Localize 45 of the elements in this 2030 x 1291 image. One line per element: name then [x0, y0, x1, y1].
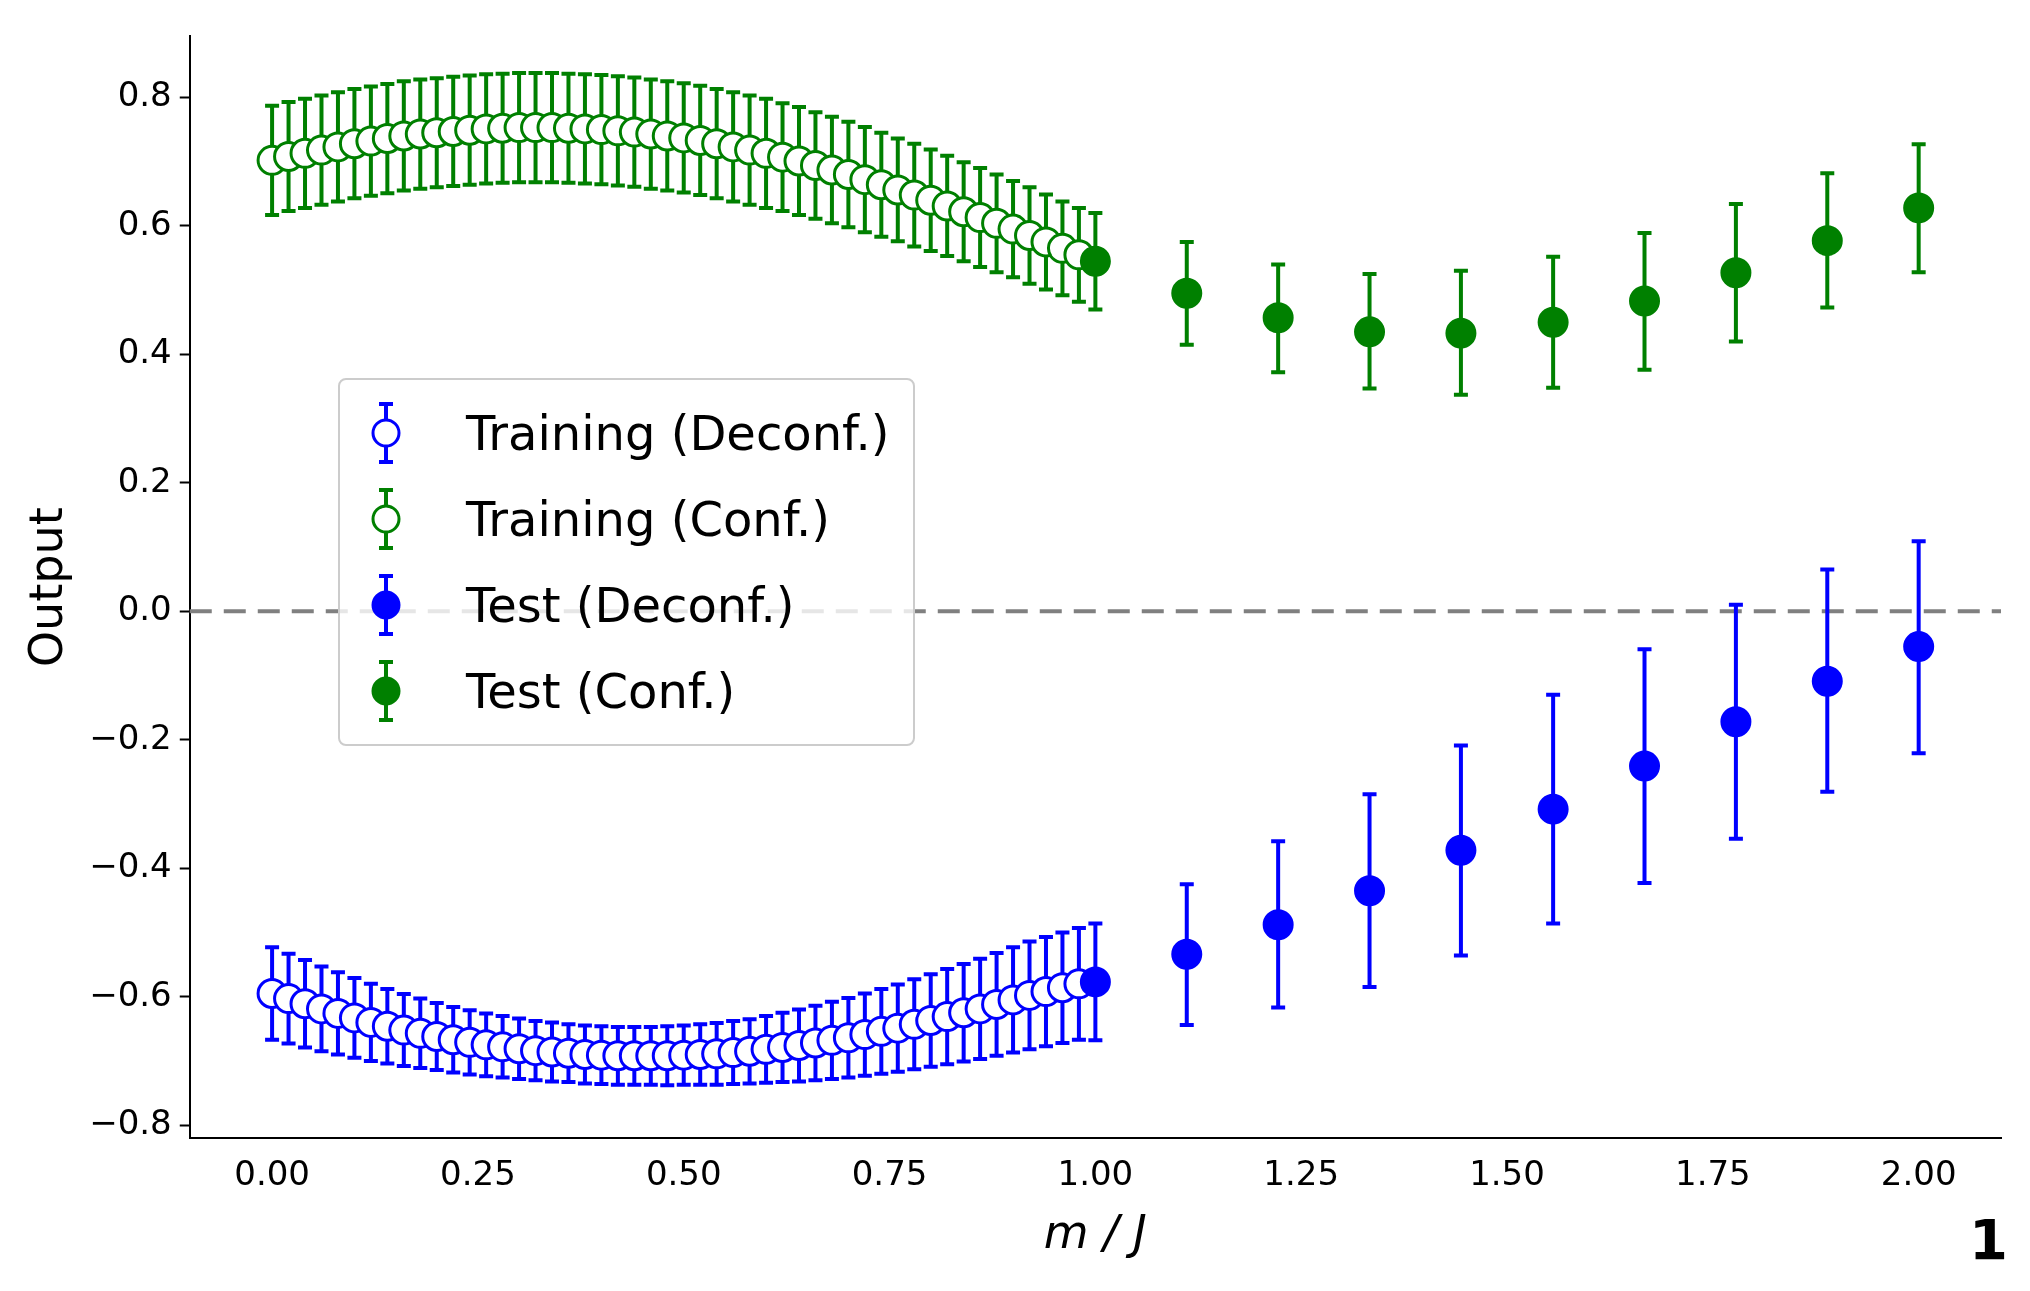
point	[1720, 706, 1752, 738]
point	[1445, 834, 1477, 866]
point	[1079, 245, 1111, 277]
legend-label: Training (Deconf.)	[466, 405, 890, 461]
x-tick-label: 0.25	[440, 1153, 516, 1194]
point	[1903, 631, 1935, 663]
legend-label: Test (Conf.)	[466, 663, 736, 719]
point	[1537, 306, 1569, 338]
point	[1720, 257, 1752, 289]
point	[1079, 966, 1111, 998]
point	[1629, 750, 1661, 782]
y-tick-label: −0.6	[89, 973, 172, 1014]
x-tick-label: 0.50	[645, 1153, 722, 1194]
y-tick-label: 0.6	[117, 202, 172, 243]
point	[1171, 938, 1203, 970]
y-tick-label: 0.2	[117, 459, 172, 500]
point	[1262, 302, 1294, 334]
y-tick-label: 0.0	[117, 588, 172, 629]
point	[1171, 277, 1203, 309]
point	[1445, 317, 1477, 349]
point	[1262, 909, 1294, 941]
y-tick-label: 0.8	[117, 74, 172, 115]
x-tick-label: 1.50	[1469, 1153, 1545, 1194]
point	[1354, 316, 1386, 348]
point	[1903, 192, 1935, 224]
legend-label: Test (Deconf.)	[466, 577, 795, 633]
text: 1	[1969, 1207, 2008, 1272]
x-tick-label: 1.00	[1057, 1153, 1134, 1194]
x-tick-label: 1.25	[1263, 1153, 1340, 1194]
x-tick-label: 1.75	[1675, 1153, 1751, 1194]
x-tick-label: 0.75	[851, 1153, 928, 1194]
point	[1629, 285, 1661, 317]
point	[1537, 793, 1569, 825]
x-tick-label: 0.00	[234, 1153, 310, 1194]
y-tick-label: −0.8	[89, 1101, 172, 1142]
y-tick-label: 0.4	[117, 331, 172, 372]
y-tick-label: −0.4	[89, 845, 172, 886]
point	[1811, 665, 1843, 697]
x-tick-label: 2.00	[1880, 1153, 1957, 1194]
x-axis-title: m / J	[1043, 1205, 1147, 1260]
point	[1354, 875, 1386, 907]
y-axis-title: Output	[18, 507, 73, 668]
y-tick-label: −0.2	[89, 716, 172, 757]
point	[1811, 225, 1843, 257]
legend-label: Training (Conf.)	[466, 491, 831, 547]
